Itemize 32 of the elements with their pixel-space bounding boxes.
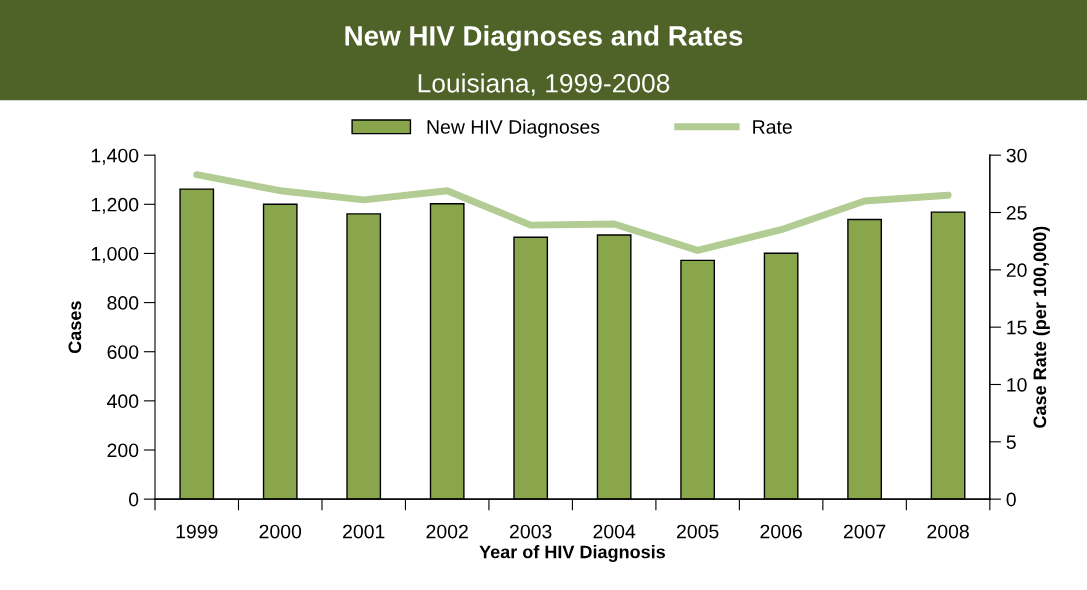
chart-title: New HIV Diagnoses and Rates xyxy=(345,25,743,52)
x-tick-label: 1999 xyxy=(176,524,218,539)
y-tick-label: 800 xyxy=(107,296,139,310)
y2-tick-label: 5 xyxy=(1006,435,1016,450)
y-tick-label: 200 xyxy=(107,443,139,458)
y2-tick-label: 30 xyxy=(1006,148,1027,163)
x-tick-label: 2002 xyxy=(426,524,468,539)
y-tick-label: 0 xyxy=(128,492,139,507)
y-tick-label: 400 xyxy=(107,394,139,409)
y2-tick-label: 0 xyxy=(1006,492,1016,507)
x-tick-label: 2005 xyxy=(676,524,719,539)
y2-tick-label: 15 xyxy=(1007,320,1027,335)
x-tick-label: 2004 xyxy=(593,524,636,539)
x-tick-label: 2008 xyxy=(927,524,969,539)
x-tick-label: 2000 xyxy=(259,524,302,539)
y-tick-label: 1,200 xyxy=(91,197,139,214)
y-tick-label: 600 xyxy=(107,345,139,359)
x-tick-label: 2006 xyxy=(760,524,802,539)
chart-subtitle: Louisiana, 1999-2008 xyxy=(418,73,670,96)
y2-tick-label: 10 xyxy=(1007,377,1027,392)
y2-axis-title: Case Rate (per 100,000) xyxy=(1032,226,1050,428)
x-tick-label: 2003 xyxy=(510,524,552,539)
legend-label: New HIV Diagnoses xyxy=(427,119,600,138)
x-axis-title: Year of HIV Diagnosis xyxy=(479,545,665,562)
x-tick-label: 2001 xyxy=(343,524,385,539)
x-tick-label: 2007 xyxy=(843,524,886,539)
y-tick-label: 1,400 xyxy=(91,148,139,165)
y2-tick-label: 20 xyxy=(1006,263,1027,278)
y-axis-title: Cases xyxy=(68,301,82,354)
legend-label: Rate xyxy=(753,120,792,134)
y2-tick-label: 25 xyxy=(1006,205,1027,220)
y-tick-label: 1,000 xyxy=(91,246,139,263)
